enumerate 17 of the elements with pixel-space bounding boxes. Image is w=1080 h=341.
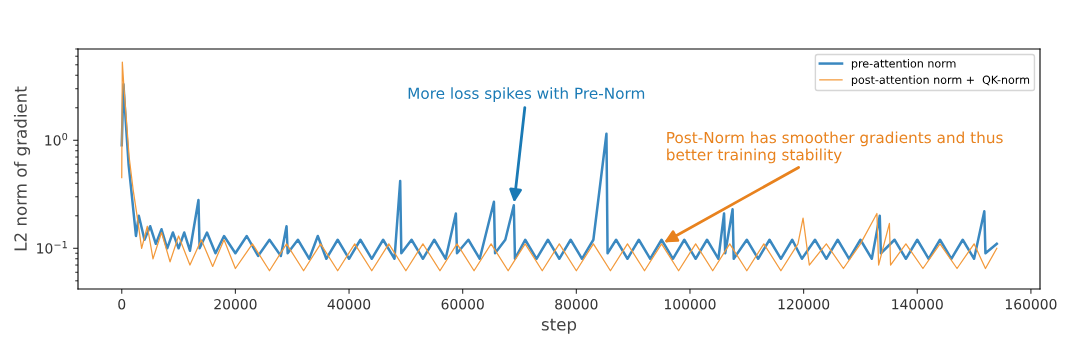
- x-tick-label: 160000: [1005, 298, 1057, 310]
- x-tick-label: 140000: [892, 298, 943, 310]
- x-tick-label: 40000: [327, 298, 371, 310]
- x-tick-label: 20000: [214, 298, 257, 310]
- x-tick-label: 80000: [555, 298, 598, 310]
- x-tick-label: 100000: [664, 298, 716, 310]
- y-axis-title: L2 norm of gradient: [13, 86, 31, 251]
- legend-label: pre-attention norm: [851, 59, 956, 70]
- x-tick-label: 120000: [778, 298, 830, 310]
- y-tick-label: 10$^{0}$: [45, 132, 68, 146]
- x-tick-label: 0: [118, 298, 126, 310]
- x-tick-label: 60000: [441, 298, 484, 310]
- x-axis-title: step: [541, 318, 577, 334]
- y-tick-label: 10$^{−1}$: [37, 241, 67, 254]
- annotation: Post-Norm has smoother gradients and thus better training stability: [667, 131, 1003, 164]
- legend-label: post-attention norm + QK-norm: [851, 75, 1030, 87]
- annotation: More loss spikes with Pre-Norm: [408, 87, 645, 102]
